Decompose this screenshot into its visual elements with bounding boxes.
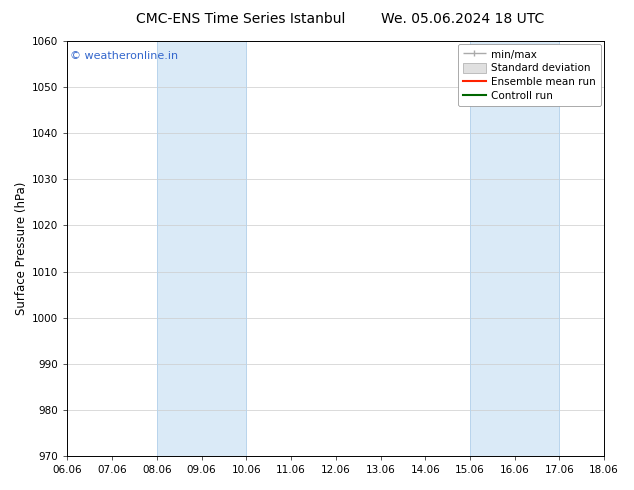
Bar (470, 41, 559, 456)
Bar (157, 41, 247, 456)
Y-axis label: Surface Pressure (hPa): Surface Pressure (hPa) (15, 182, 28, 315)
Legend: min/max, Standard deviation, Ensemble mean run, Controll run: min/max, Standard deviation, Ensemble me… (458, 44, 601, 106)
Text: We. 05.06.2024 18 UTC: We. 05.06.2024 18 UTC (381, 12, 545, 26)
Text: CMC-ENS Time Series Istanbul: CMC-ENS Time Series Istanbul (136, 12, 346, 26)
Text: © weatheronline.in: © weatheronline.in (70, 51, 178, 61)
